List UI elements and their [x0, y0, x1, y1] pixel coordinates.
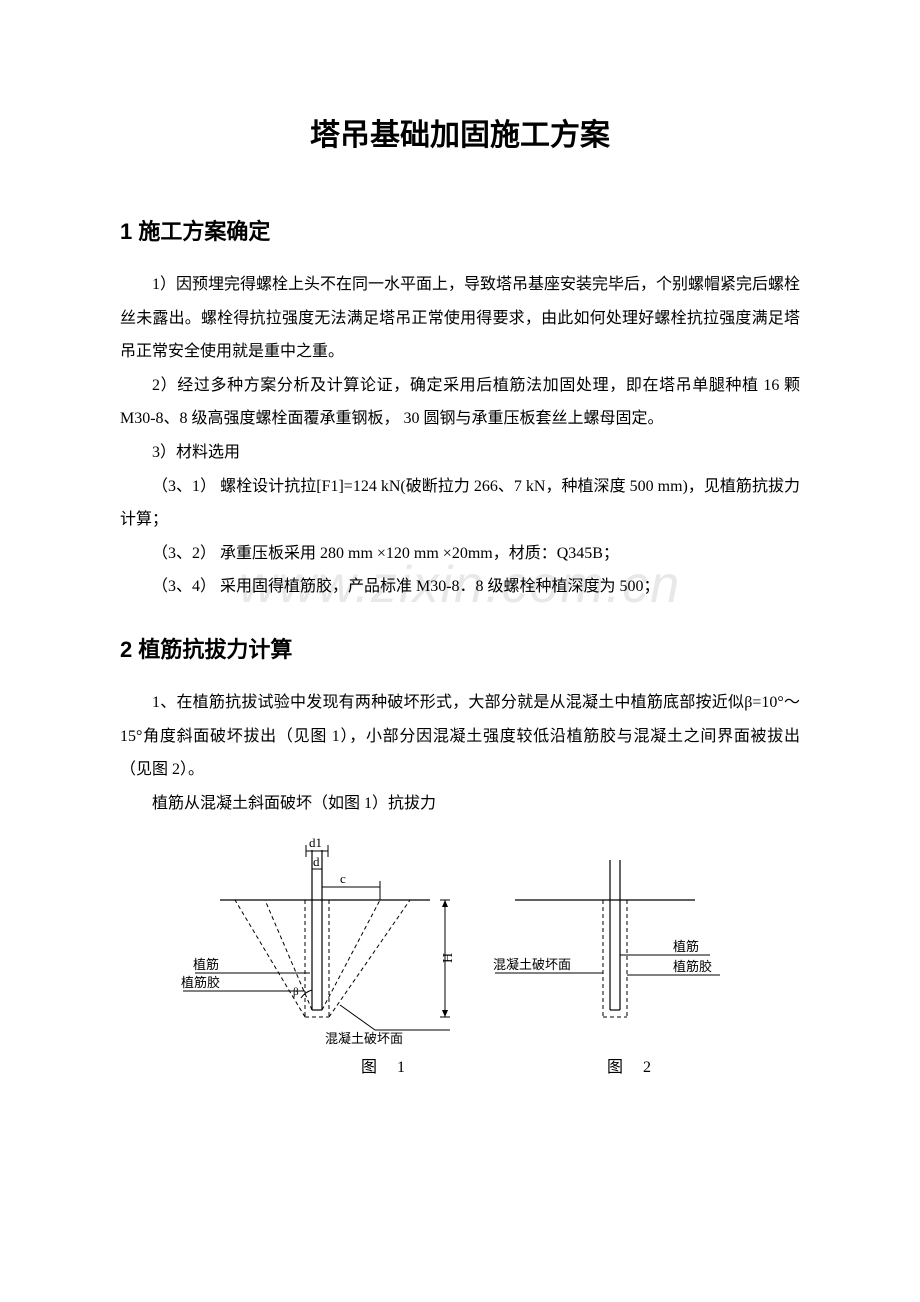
- fig1-label-zhijin: 植筋: [193, 957, 219, 972]
- figures-container: d1 d c H β: [120, 835, 800, 1077]
- figure-captions: 图 1 图 2: [120, 1053, 800, 1077]
- fig2-label-zhijinjiao: 植筋胶: [673, 959, 712, 974]
- fig2-label-zhijin: 植筋: [673, 939, 699, 954]
- figure-1: d1 d c H β: [181, 835, 456, 1045]
- section-1-heading: 1 施工方案确定: [120, 214, 800, 246]
- figure-1-caption: 图 1: [361, 1053, 413, 1077]
- fig1-label-c: c: [340, 871, 346, 886]
- document-title: 塔吊基础加固施工方案: [120, 110, 800, 154]
- figure-2-caption: 图 2: [607, 1053, 659, 1077]
- fig2-label-pohuaimian: 混凝土破坏面: [493, 957, 571, 972]
- section-1-p4: （3、1） 螺栓设计抗拉[F1]=124 kN(破断拉力 266、7 kN，种植…: [120, 470, 800, 537]
- fig1-label-pohuaimian: 混凝土破坏面: [325, 1031, 403, 1045]
- section-1-p2: 2）经过多种方案分析及计算论证，确定采用后植筋法加固处理，即在塔吊单腿种植 16…: [120, 369, 800, 436]
- section-2-p1: 1、在植筋抗拔试验中发现有两种破坏形式，大部分就是从混凝土中植筋底部按近似β=1…: [120, 686, 800, 787]
- fig1-label-beta: β: [293, 986, 299, 998]
- section-1-p3: 3）材料选用: [120, 436, 800, 470]
- document-content: 塔吊基础加固施工方案 1 施工方案确定 1）因预埋完得螺栓上头不在同一水平面上，…: [120, 110, 800, 1077]
- section-1-p6: （3、4） 采用固得植筋胶，产品标准 M30-8．8 级螺栓种植深度为 500；: [120, 570, 800, 604]
- section-2-p2: 植筋从混凝土斜面破坏（如图 1）抗拔力: [120, 787, 800, 821]
- section-1-p5: （3、2） 承重压板采用 280 mm ×120 mm ×20mm，材质：Q34…: [120, 537, 800, 571]
- figure-2: 植筋 植筋胶 混凝土破坏面: [493, 860, 720, 1017]
- fig1-label-H: H: [441, 953, 456, 963]
- fig1-label-d: d: [313, 854, 320, 869]
- section-2-heading: 2 植筋抗拔力计算: [120, 632, 800, 664]
- figures-svg: d1 d c H β: [165, 835, 755, 1045]
- fig1-label-d1: d1: [309, 835, 322, 850]
- fig1-label-zhijinjiao: 植筋胶: [181, 975, 220, 990]
- section-1-p1: 1）因预埋完得螺栓上头不在同一水平面上，导致塔吊基座安装完毕后，个别螺帽紧完后螺…: [120, 268, 800, 369]
